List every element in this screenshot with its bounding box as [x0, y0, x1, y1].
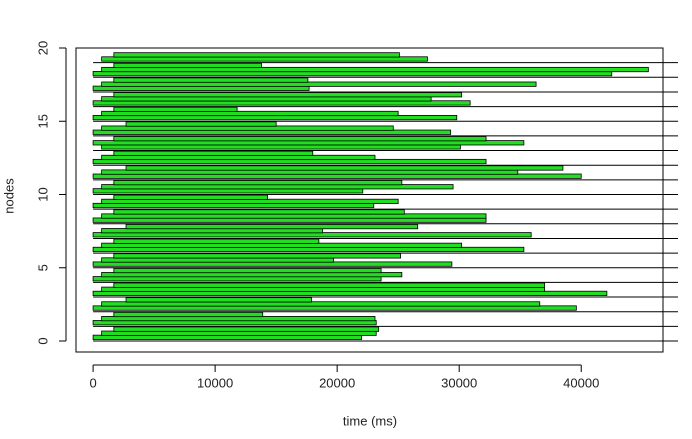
task-bar: [113, 311, 264, 318]
task-bar: [101, 301, 541, 307]
task-bar: [101, 110, 399, 117]
x-tick-label: 0: [89, 375, 96, 390]
x-tick-label: 40000: [563, 375, 599, 390]
task-bar: [113, 267, 382, 274]
x-tick-label: 30000: [441, 375, 477, 390]
task-bar: [113, 62, 262, 69]
task-bar: [113, 194, 268, 200]
task-bar: [113, 282, 546, 288]
x-axis-label: time (ms): [343, 413, 397, 428]
y-tick-label: 10: [35, 187, 50, 201]
task-bar: [113, 238, 320, 244]
task-bar: [125, 297, 312, 303]
task-bar: [113, 52, 400, 58]
y-tick-label: 0: [35, 337, 50, 344]
task-bar: [113, 180, 403, 186]
y-tick-label: 20: [35, 41, 50, 55]
task-bar: [113, 92, 463, 98]
x-tick-label: 10000: [197, 375, 233, 390]
task-bar: [113, 209, 405, 215]
task-bar: [113, 77, 309, 83]
y-tick-label: 5: [35, 264, 50, 271]
task-bar: [113, 150, 314, 156]
task-bar: [125, 121, 277, 127]
task-bar: [113, 253, 402, 259]
task-bar: [101, 66, 649, 73]
plot-frame: [75, 47, 664, 353]
x-tick-label: 20000: [319, 375, 355, 390]
y-tick-label: 15: [35, 114, 50, 128]
task-bar: [125, 165, 564, 171]
task-bar: [113, 326, 380, 332]
task-bar: [113, 136, 487, 142]
y-axis-label: nodes: [1, 178, 16, 214]
task-bar: [113, 106, 238, 112]
task-bar: [101, 81, 537, 87]
task-bar: [125, 223, 419, 230]
